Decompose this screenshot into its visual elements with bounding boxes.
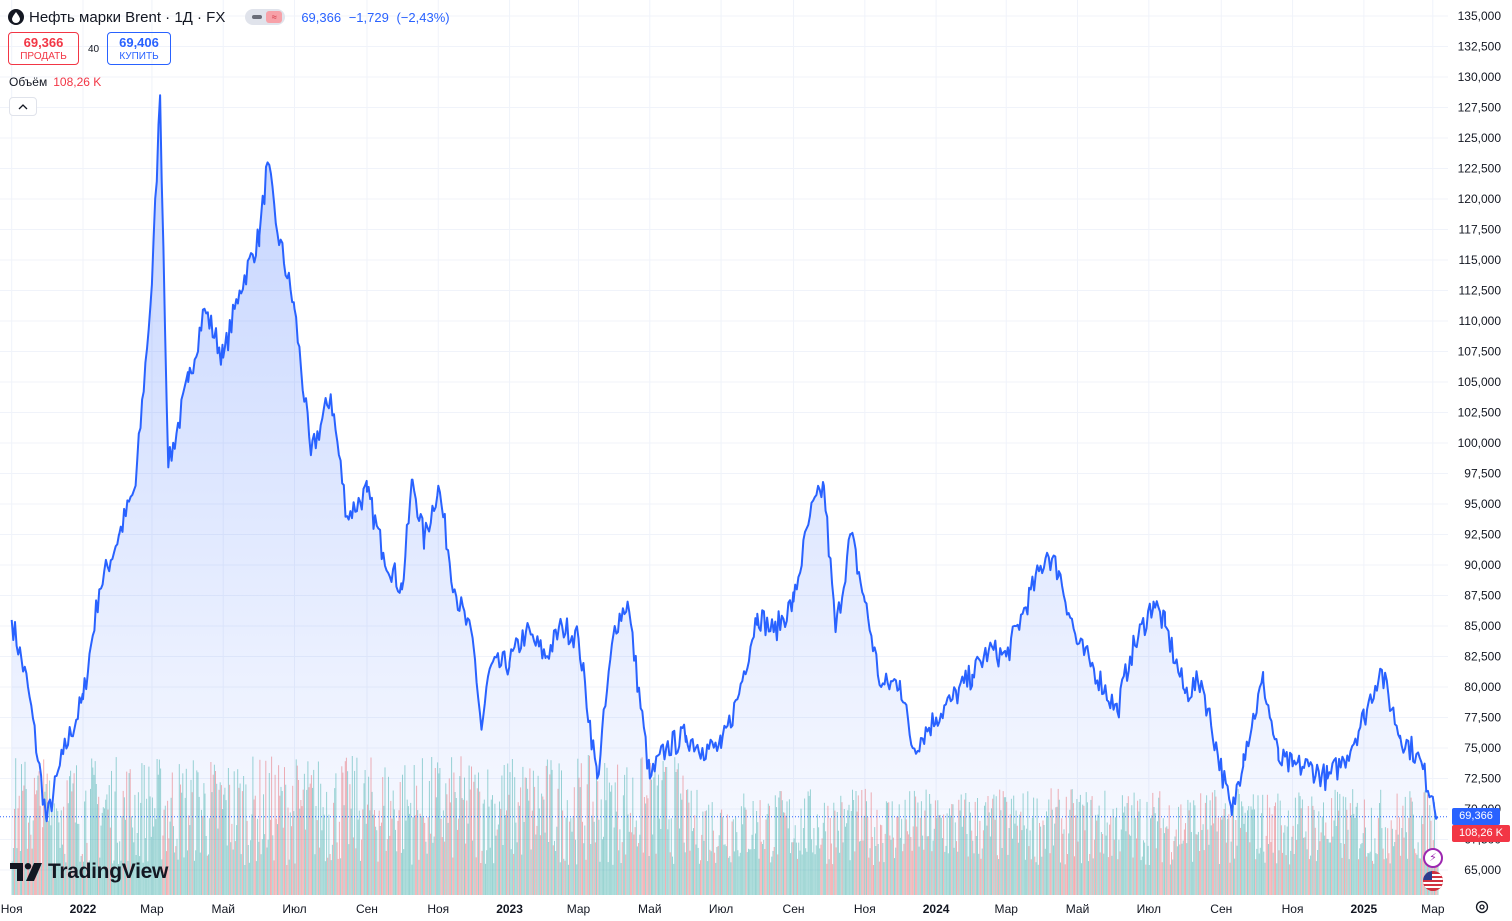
price-axis[interactable]: 135,000 132,500 130,000 127,500 125,000 122,5… (1458, 9, 1502, 877)
y-tick-label: 75,000 (1464, 741, 1501, 755)
x-tick-label: 2023 (496, 902, 523, 916)
x-tick-label: Ноя (427, 902, 449, 916)
y-tick-label: 92,500 (1464, 528, 1501, 542)
x-tick-label: Мар (994, 902, 1018, 916)
x-tick-label: Ноя (1282, 902, 1304, 916)
x-tick-label: Май (211, 902, 235, 916)
market-status-pill[interactable]: ≈ (245, 9, 286, 25)
y-tick-label: 90,000 (1464, 558, 1501, 572)
x-tick-label: Мар (567, 902, 591, 916)
y-tick-label: 107,500 (1458, 345, 1502, 359)
price-change-pct: (−2,43%) (396, 9, 450, 25)
x-tick-label: Сен (1210, 902, 1232, 916)
y-tick-label: 132,500 (1458, 40, 1502, 54)
chevron-up-icon (18, 103, 28, 109)
y-tick-label: 117,500 (1459, 223, 1502, 237)
y-tick-label: 97,500 (1464, 467, 1501, 481)
last-price-label: 69,366 (1452, 808, 1500, 825)
y-tick-label: 77,500 (1464, 711, 1501, 725)
sell-price: 69,366 (23, 35, 64, 50)
y-tick-label: 80,000 (1464, 680, 1501, 694)
sell-button[interactable]: 69,366 ПРОДАТЬ (8, 32, 79, 65)
x-tick-label: Ноя (854, 902, 876, 916)
x-tick-label: 2025 (1351, 902, 1378, 916)
price-change: −1,729 (348, 9, 389, 25)
y-tick-label: 115,000 (1459, 253, 1502, 267)
gear-icon[interactable] (1474, 899, 1490, 915)
symbol-title[interactable]: Нефть марки Brent · 1Д · FX (29, 8, 226, 26)
oil-drop-icon (8, 9, 24, 25)
y-tick-label: 130,000 (1458, 70, 1502, 84)
x-tick-label: Июл (1137, 902, 1161, 916)
last-volume-label: 108,26 K (1452, 825, 1510, 842)
y-tick-label: 87,500 (1464, 589, 1501, 603)
x-tick-label: Май (638, 902, 662, 916)
volume-legend[interactable]: Объём 108,26 K (9, 75, 101, 89)
y-tick-label: 105,000 (1458, 375, 1502, 389)
y-tick-label: 112,500 (1459, 284, 1502, 298)
time-axis[interactable]: Ноя 2022 Мар Май Июл Сен Ноя 2023 Мар Май Июл Сен Но… (1, 902, 1445, 916)
x-tick-label: Ноя (1, 902, 23, 916)
x-tick-label: Июл (709, 902, 733, 916)
buy-button[interactable]: 69,406 КУПИТЬ (107, 32, 171, 65)
x-tick-label: Сен (783, 902, 805, 916)
buy-label: КУПИТЬ (119, 51, 159, 62)
x-tick-label: 2022 (70, 902, 97, 916)
y-tick-label: 95,000 (1464, 497, 1501, 511)
buy-price: 69,406 (119, 35, 159, 50)
symbol-header: Нефть марки Brent · 1Д · FX ≈ 69,366 −1,… (8, 6, 454, 28)
y-tick-label: 82,500 (1464, 650, 1501, 664)
x-tick-label: Июл (282, 902, 306, 916)
y-tick-label: 100,000 (1458, 436, 1502, 450)
spread-value: 40 (88, 44, 100, 55)
y-tick-label: 122,500 (1458, 162, 1502, 176)
x-tick-label: 2024 (923, 902, 950, 916)
x-tick-label: Мар (140, 902, 164, 916)
tradingview-logo[interactable]: TradingView (10, 860, 168, 884)
last-price: 69,366 (301, 9, 342, 25)
price-line (10, 94, 1439, 823)
approx-icon: ≈ (266, 11, 283, 23)
tradingview-wordmark: TradingView (48, 860, 169, 883)
y-tick-label: 120,000 (1458, 192, 1502, 206)
y-tick-label: 72,500 (1464, 772, 1501, 786)
price-area-fill (11, 95, 1438, 896)
quote-summary: 69,366 −1,729 (−2,43%) (301, 10, 453, 25)
y-tick-label: 110,000 (1459, 314, 1502, 328)
volume-legend-value: 108,26 K (53, 75, 102, 89)
x-tick-label: Май (1066, 902, 1090, 916)
y-tick-label: 85,000 (1464, 619, 1501, 633)
y-tick-label: 102,500 (1458, 406, 1502, 420)
sell-label: ПРОДАТЬ (20, 51, 67, 62)
y-tick-label: 127,500 (1458, 101, 1502, 115)
x-tick-label: Сен (356, 902, 378, 916)
y-tick-label: 135,000 (1458, 9, 1502, 23)
minus-icon (252, 15, 263, 19)
collapse-legend-button[interactable] (9, 97, 37, 116)
volume-legend-label: Объём (9, 75, 48, 89)
y-tick-label: 125,000 (1458, 131, 1502, 145)
flash-icon[interactable]: ⚡ (1423, 848, 1443, 868)
x-tick-label: Мар (1421, 902, 1445, 916)
y-tick-label: 65,000 (1464, 863, 1501, 877)
us-flag-icon[interactable] (1423, 871, 1443, 891)
tradingview-mark-icon (10, 863, 42, 881)
